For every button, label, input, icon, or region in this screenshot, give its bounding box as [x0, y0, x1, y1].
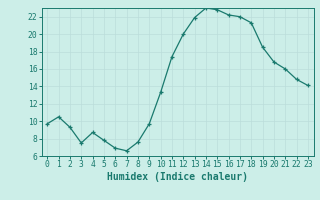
X-axis label: Humidex (Indice chaleur): Humidex (Indice chaleur) [107, 172, 248, 182]
